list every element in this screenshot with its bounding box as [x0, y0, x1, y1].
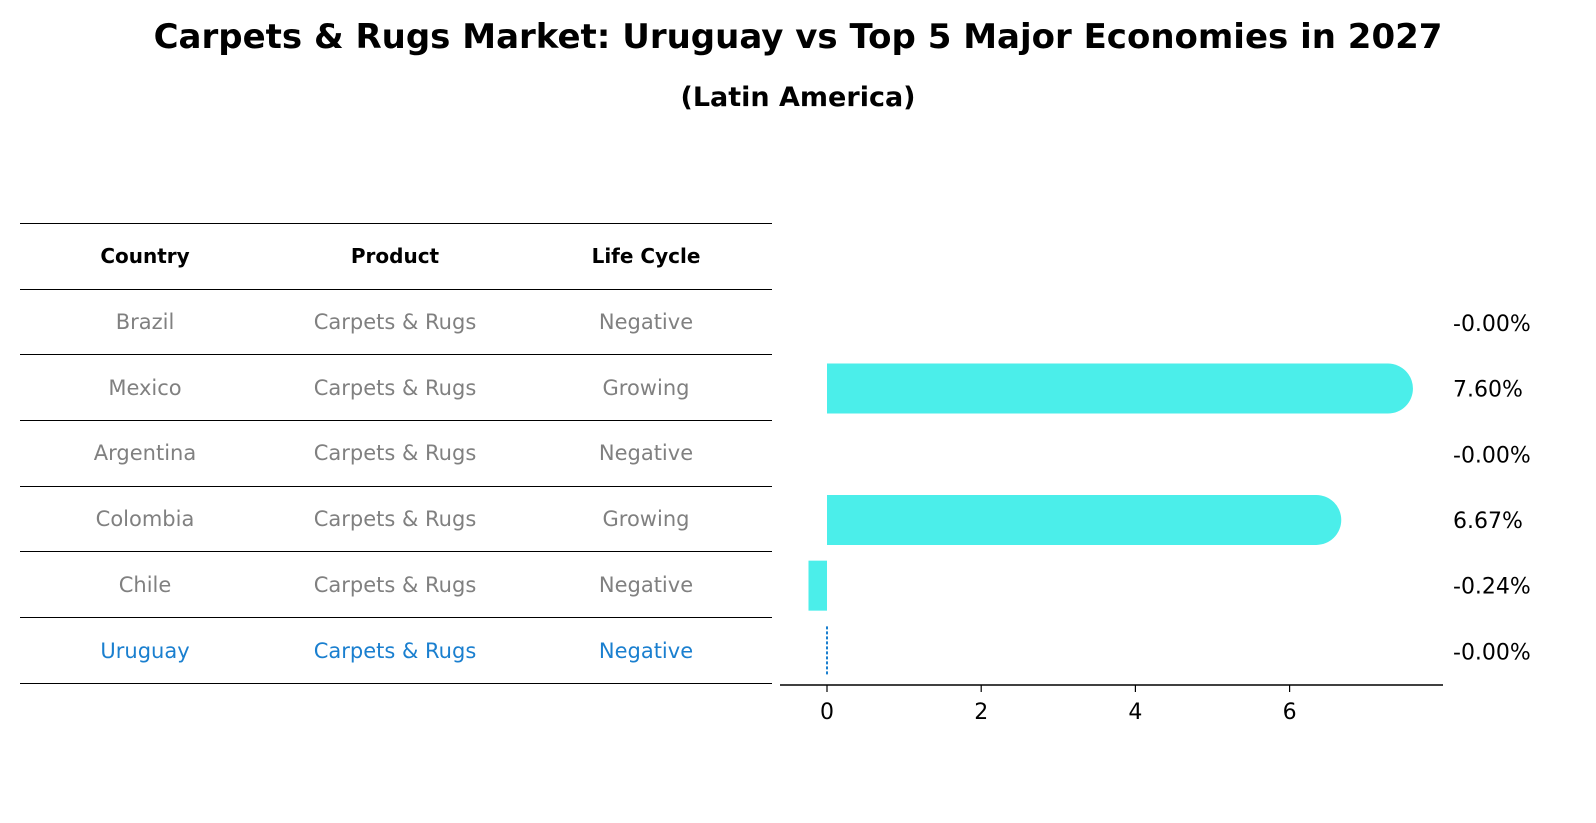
cell-country: Mexico	[108, 375, 182, 400]
value-label-chile: -0.24%	[1453, 575, 1531, 600]
x-tick-label: 0	[820, 700, 834, 725]
chart-subtitle: (Latin America)	[680, 82, 916, 113]
x-tick-label: 6	[1283, 700, 1297, 725]
cell-product: Carpets & Rugs	[313, 441, 477, 466]
cell-product: Carpets & Rugs	[313, 375, 477, 400]
cell-life-cycle: Negative	[598, 310, 694, 335]
header-country: Country	[100, 244, 190, 269]
data-table: Country Product Life Cycle Brazil Carpet…	[20, 223, 772, 685]
bar-mexico	[827, 363, 1413, 414]
table-row: Argentina Carpets & Rugs Negative	[20, 420, 772, 486]
cell-country: Brazil	[115, 310, 175, 335]
chart-title: Carpets & Rugs Market: Uruguay vs Top 5 …	[153, 17, 1443, 57]
cell-country: Uruguay	[100, 638, 190, 663]
cell-life-cycle: Growing	[602, 375, 690, 400]
table-row: Mexico Carpets & Rugs Growing	[20, 354, 772, 420]
bar-chile	[808, 560, 827, 611]
value-label-mexico: 7.60%	[1453, 378, 1523, 403]
value-label-argentina: -0.00%	[1453, 443, 1531, 468]
value-label-uruguay: -0.00%	[1453, 640, 1531, 665]
cell-country: Argentina	[93, 441, 197, 466]
table-row: Chile Carpets & Rugs Negative	[20, 551, 772, 617]
value-label-brazil: -0.00%	[1453, 312, 1531, 337]
table-row: Colombia Carpets & Rugs Growing	[20, 485, 772, 552]
value-label-colombia: 6.67%	[1453, 509, 1523, 534]
cell-life-cycle: Negative	[598, 572, 694, 597]
cell-life-cycle: Negative	[598, 441, 694, 466]
bar-colombia	[827, 494, 1342, 545]
cell-product: Carpets & Rugs	[313, 572, 477, 597]
bar-chart: -0.00% 7.60% -0.00% 6.67% -0.24% -0.00% 0 2 4 6	[780, 312, 1531, 725]
x-tick-label: 4	[1128, 700, 1142, 725]
cell-life-cycle: Growing	[602, 507, 690, 532]
cell-product: Carpets & Rugs	[313, 507, 477, 532]
cell-life-cycle: Negative	[598, 638, 694, 663]
cell-product: Carpets & Rugs	[313, 638, 477, 663]
x-tick-label: 2	[974, 700, 988, 725]
cell-country: Colombia	[95, 507, 195, 532]
cell-product: Carpets & Rugs	[313, 310, 477, 335]
header-product: Product	[350, 244, 440, 269]
cell-country: Chile	[118, 572, 172, 597]
table-header-row: Country Product Life Cycle	[20, 223, 772, 289]
table-row: Brazil Carpets & Rugs Negative	[20, 288, 772, 355]
header-life-cycle: Life Cycle	[591, 244, 701, 269]
table-row-highlighted: Uruguay Carpets & Rugs Negative	[20, 617, 772, 685]
